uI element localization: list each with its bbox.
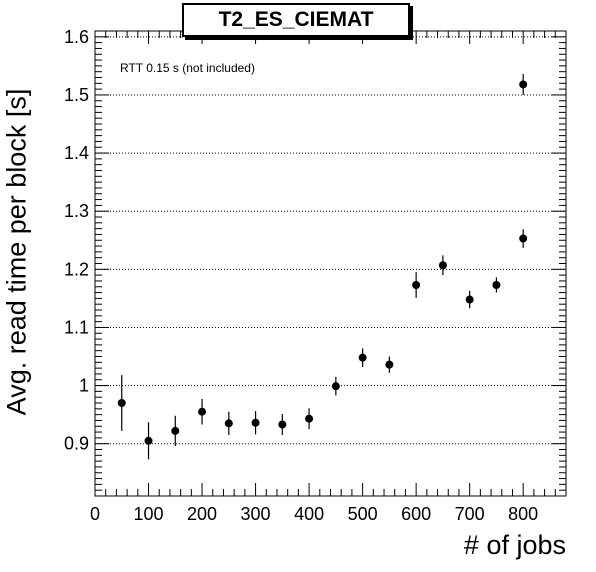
data-point (519, 80, 528, 89)
data-point (171, 426, 180, 435)
x-tick-label: 200 (187, 504, 217, 524)
y-tick-label: 1.3 (64, 201, 89, 221)
data-point (438, 261, 447, 270)
data-point (519, 234, 528, 243)
data-points (117, 80, 528, 445)
x-tick-label: 500 (348, 504, 378, 524)
data-point (385, 360, 394, 369)
grid (95, 36, 566, 445)
y-tick-label: 1.6 (64, 27, 89, 47)
x-tick-label: 100 (133, 504, 163, 524)
data-point (144, 436, 153, 445)
y-tick-label: 0.9 (64, 434, 89, 454)
data-point (117, 399, 126, 407)
error-bars (121, 74, 524, 460)
y-tick-label: 1.4 (64, 143, 89, 163)
data-point (358, 353, 367, 362)
y-axis-label: Avg. read time per block [s] (1, 88, 32, 416)
rtt-annotation: RTT 0.15 s (not included) (120, 61, 255, 75)
y-tick-label: 1.2 (64, 259, 89, 279)
data-point (198, 407, 207, 416)
data-point (465, 295, 474, 304)
x-tick-label: 600 (401, 504, 431, 524)
data-point (224, 419, 233, 428)
data-point (412, 281, 421, 290)
data-point (331, 382, 340, 391)
plot-frame (94, 30, 567, 497)
y-tick-label: 1 (79, 376, 89, 396)
chart-title: T2_ES_CIEMAT (182, 3, 410, 37)
x-tick-label: 800 (508, 504, 538, 524)
y-tick-label: 1.5 (64, 85, 89, 105)
data-point (492, 281, 501, 290)
data-point (278, 420, 287, 429)
x-axis-label: # of jobs (463, 530, 566, 560)
x-tick-label: 300 (241, 504, 271, 524)
x-tick-label: 0 (90, 504, 100, 524)
data-point (251, 418, 260, 427)
x-tick-label: 400 (294, 504, 324, 524)
tick-labels: 0 100 200 300 400 500 600 700 800 0.9 1 1.1 1.2 1.3 1.… (64, 27, 538, 524)
y-tick-label: 1.1 (64, 317, 89, 337)
data-point (305, 414, 314, 423)
x-tick-label: 700 (455, 504, 485, 524)
axes (94, 30, 567, 497)
